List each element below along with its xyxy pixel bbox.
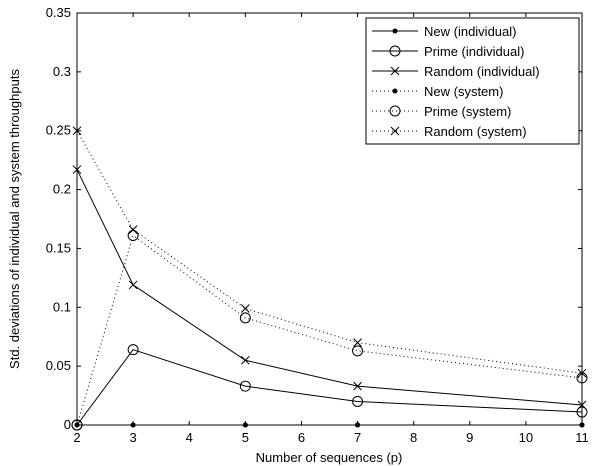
legend-marker-random-individual [390, 66, 400, 76]
y-tick-label: 0.3 [53, 64, 71, 79]
data-point-random-individual [72, 165, 82, 174]
y-tick-label: 0.15 [46, 240, 71, 255]
data-point-prime-system [352, 345, 364, 357]
x-axis-title: Number of sequences (p) [256, 450, 403, 465]
data-point-prime-individual [576, 406, 588, 418]
series-prime-system [71, 229, 588, 431]
data-point-new-system [242, 422, 248, 428]
x-tick-label: 10 [519, 430, 533, 445]
x-tick-label: 7 [354, 430, 361, 445]
legend-marker-prime-system [389, 105, 401, 117]
data-point-random-system [577, 368, 587, 378]
x-tick-label: 5 [242, 430, 249, 445]
legend-marker-random-system [390, 126, 400, 136]
legend-label-prime-system: Prime (system) [424, 104, 511, 119]
x-tick-label: 11 [575, 430, 589, 445]
x-tick-label: 6 [298, 430, 305, 445]
x-tick-label: 9 [466, 430, 473, 445]
legend-marker-new-system [392, 88, 398, 94]
series-prime-individual [71, 344, 588, 431]
data-point-random-system [240, 304, 250, 313]
x-tick-label: 4 [186, 430, 193, 445]
data-point-random-system [353, 338, 362, 347]
legend-marker-prime-individual [389, 45, 401, 57]
y-tick-label: 0 [64, 417, 71, 432]
data-point-prime-individual [239, 380, 251, 392]
y-tick-label: 0.05 [46, 358, 71, 373]
data-point-prime-individual [352, 395, 364, 407]
legend-label-random-system: Random (system) [424, 124, 527, 139]
data-point-prime-individual [127, 344, 139, 356]
legend-label-new-system: New (system) [424, 84, 503, 99]
y-tick-label: 0.25 [46, 123, 71, 138]
data-point-random-individual [240, 355, 250, 365]
data-point-prime-system [71, 419, 83, 431]
series-random-individual [72, 165, 587, 410]
data-point-new-system [579, 422, 585, 428]
legend-label-random-individual: Random (individual) [424, 64, 540, 79]
x-tick-label: 8 [410, 430, 417, 445]
data-point-random-individual [353, 381, 362, 391]
series-line-prime-system [76, 234, 583, 426]
series-random-system [72, 126, 587, 378]
series-line-prime-individual [76, 349, 583, 426]
data-point-random-system [72, 126, 82, 136]
x-tick-label: 3 [129, 430, 136, 445]
data-point-random-individual [577, 400, 587, 410]
legend-box [365, 17, 580, 145]
data-point-random-system [128, 225, 138, 234]
legend-label-new-individual: New (individual) [424, 24, 516, 39]
x-tick-label: 2 [73, 430, 80, 445]
data-point-new-system [355, 422, 361, 428]
series-new-system [74, 422, 585, 428]
series-layer [71, 126, 588, 431]
data-point-random-individual [128, 280, 138, 290]
y-tick-label: 0.1 [53, 299, 71, 314]
data-point-new-system [130, 422, 136, 428]
data-point-prime-system [127, 229, 139, 241]
y-tick-label: 0.35 [46, 5, 71, 20]
y-axis-title: Std. deviations of individual and system… [7, 69, 22, 369]
legend-label-prime-individual: Prime (individual) [424, 44, 524, 59]
legend: New (individual) Prime (individual) Random… [365, 17, 580, 145]
data-point-prime-system [239, 312, 251, 324]
axis-ticks: 2 3 4 5 6 7 8 9 10 11 0 0.05 0.1 0.15 0.2 0.25 0.3 0.35 [46, 5, 589, 445]
legend-marker-new-individual [392, 28, 398, 34]
y-tick-label: 0.2 [53, 182, 71, 197]
